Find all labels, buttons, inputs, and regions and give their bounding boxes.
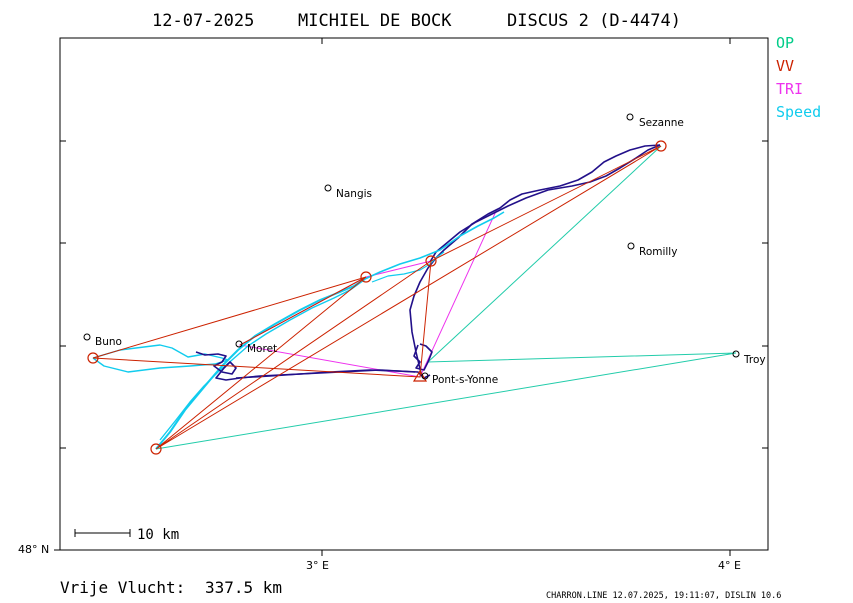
x-tick-label-3e: 3° E xyxy=(306,559,329,572)
place-marker-troy xyxy=(732,350,740,358)
y-axis-label: 48° N xyxy=(18,543,49,556)
y-axis-ticks xyxy=(54,140,768,551)
place-label-romilly: Romilly xyxy=(639,246,677,258)
place-marker-nangis xyxy=(324,184,332,192)
turnpoint-central xyxy=(360,271,372,283)
turnpoint-east xyxy=(655,140,667,152)
turnpoints xyxy=(87,140,667,455)
place-label-buno: Buno xyxy=(95,336,122,348)
legend: OP VV TRI Speed xyxy=(776,34,821,121)
legend-op: OP xyxy=(776,34,794,52)
glider-name: DISCUS 2 (D-4474) xyxy=(507,11,681,31)
vv-task-lines xyxy=(92,145,662,450)
track-segment-pont-loop xyxy=(413,343,433,371)
flight-date: 12-07-2025 xyxy=(152,11,254,31)
turnpoint-west xyxy=(87,352,99,364)
track-segment-north-climb xyxy=(409,144,661,374)
place-label-moret: Moret xyxy=(247,343,277,355)
legend-vv: VV xyxy=(776,57,794,75)
place-label-pont-s-yonne: Pont-s-Yonne xyxy=(432,374,498,386)
place-label-nangis: Nangis xyxy=(336,188,372,200)
distance-value: 337.5 km xyxy=(205,578,282,597)
place-marker-buno xyxy=(83,333,91,341)
title-bar: 12-07-2025 MICHIEL DE BOCK DISCUS 2 (D-4… xyxy=(152,11,681,31)
track-segment-speed-west xyxy=(92,344,229,373)
legend-speed: Speed xyxy=(776,103,821,121)
op-task-lines xyxy=(155,145,737,450)
pilot-name: MICHIEL DE BOCK xyxy=(298,11,452,31)
track-segment-cyan-mid xyxy=(364,211,505,280)
distance-label: Vrije Vlucht: xyxy=(60,578,185,597)
turnpoint-south xyxy=(150,443,162,455)
place-marker-romilly xyxy=(627,242,635,250)
start-triangle xyxy=(412,369,428,382)
credit-line: CHARRON.LINE 12.07.2025, 19:11:07, DISLI… xyxy=(546,591,781,601)
places: Sezanne Nangis Romilly Buno Moret Pont-s… xyxy=(83,113,766,386)
scale-bar xyxy=(74,529,131,537)
place-marker-sezanne xyxy=(626,113,634,121)
track-segment-speed-north xyxy=(159,279,365,441)
legend-tri: TRI xyxy=(776,80,803,98)
turnpoint-mid xyxy=(425,255,437,267)
place-label-sezanne: Sezanne xyxy=(639,117,684,129)
scale-bar-label: 10 km xyxy=(137,527,179,543)
place-marker-moret xyxy=(235,340,243,348)
x-tick-label-4e: 4° E xyxy=(718,559,741,572)
x-axis-ticks xyxy=(321,38,731,556)
place-marker-pont-s-yonne xyxy=(421,372,429,380)
place-label-troy: Troy xyxy=(743,354,766,366)
